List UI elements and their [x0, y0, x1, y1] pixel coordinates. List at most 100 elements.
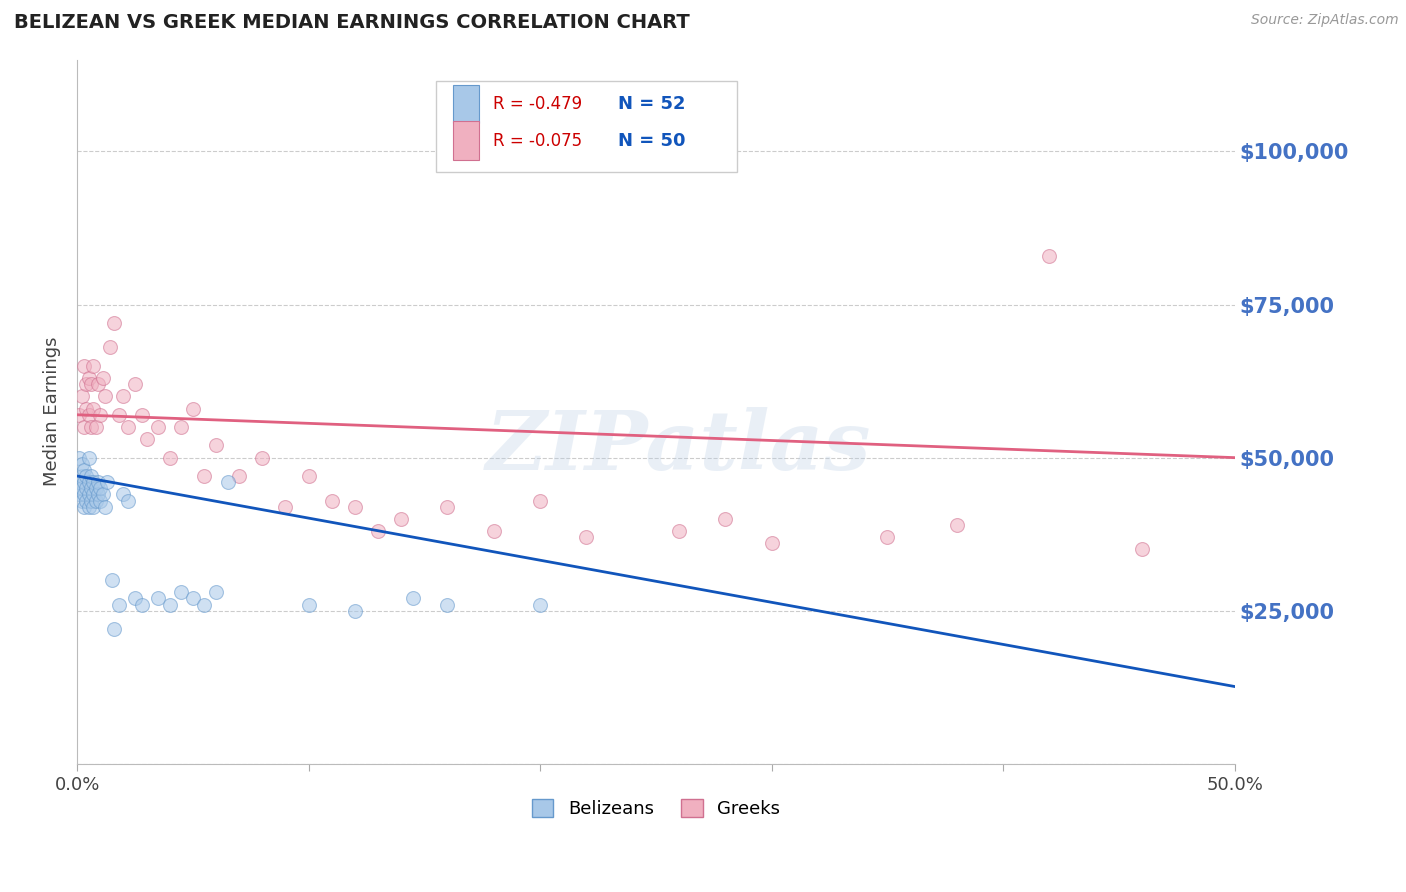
Point [117, 420, 139, 434]
Point [205, 585, 228, 599]
Point [75, 469, 97, 483]
Point [124, 591, 146, 606]
Text: R = -0.479: R = -0.479 [492, 95, 582, 113]
Point [146, 591, 169, 606]
Point [82, 475, 104, 490]
Point [67, 408, 90, 422]
Point [82, 500, 104, 514]
Point [73, 463, 96, 477]
Point [77, 487, 100, 501]
Point [181, 591, 204, 606]
Point [876, 530, 898, 544]
Text: ZIPatlas: ZIPatlas [486, 407, 872, 487]
Point [761, 536, 783, 550]
Point [117, 493, 139, 508]
Point [96, 475, 118, 490]
Point [1130, 542, 1153, 557]
Point [82, 487, 104, 501]
FancyBboxPatch shape [436, 81, 737, 172]
Point [84, 481, 107, 495]
Point [82, 359, 104, 373]
Point [402, 591, 425, 606]
Point [343, 500, 366, 514]
Point [77, 450, 100, 465]
Point [170, 585, 193, 599]
Point [436, 598, 458, 612]
Point [91, 487, 114, 501]
Text: N = 50: N = 50 [617, 132, 685, 150]
Point [159, 598, 181, 612]
Point [205, 438, 228, 452]
Point [668, 524, 690, 538]
Point [217, 475, 239, 490]
Point [103, 316, 125, 330]
Point [77, 500, 100, 514]
Point [529, 493, 551, 508]
Point [98, 340, 121, 354]
Point [75, 377, 97, 392]
Point [436, 500, 458, 514]
Point [77, 475, 100, 490]
Point [67, 487, 90, 501]
Point [73, 487, 96, 501]
Point [89, 493, 111, 508]
Point [946, 518, 969, 533]
Point [170, 420, 193, 434]
Point [75, 493, 97, 508]
Point [482, 524, 505, 538]
Point [73, 359, 96, 373]
Point [87, 487, 110, 501]
Point [75, 401, 97, 416]
Point [94, 500, 117, 514]
Point [84, 493, 107, 508]
Point [252, 450, 274, 465]
Point [112, 389, 135, 403]
Text: N = 52: N = 52 [617, 95, 685, 113]
Point [274, 500, 297, 514]
Point [87, 475, 110, 490]
Text: Source: ZipAtlas.com: Source: ZipAtlas.com [1251, 13, 1399, 28]
Point [80, 493, 103, 508]
Point [181, 401, 204, 416]
Point [101, 573, 124, 587]
Y-axis label: Median Earnings: Median Earnings [44, 337, 60, 486]
Point [159, 450, 181, 465]
Legend: Belizeans, Greeks: Belizeans, Greeks [524, 791, 787, 825]
Point [94, 389, 117, 403]
Point [70, 469, 93, 483]
FancyBboxPatch shape [453, 121, 478, 160]
Point [529, 598, 551, 612]
Point [131, 408, 153, 422]
Point [73, 500, 96, 514]
Point [1038, 248, 1060, 262]
Point [89, 408, 111, 422]
Point [89, 481, 111, 495]
Point [67, 475, 90, 490]
Point [70, 481, 93, 495]
Point [103, 622, 125, 636]
Point [84, 420, 107, 434]
Point [91, 371, 114, 385]
Point [575, 530, 598, 544]
Point [367, 524, 389, 538]
Point [75, 481, 97, 495]
Text: BELIZEAN VS GREEK MEDIAN EARNINGS CORRELATION CHART: BELIZEAN VS GREEK MEDIAN EARNINGS CORREL… [14, 13, 690, 32]
FancyBboxPatch shape [453, 85, 478, 123]
Point [80, 377, 103, 392]
Point [70, 457, 93, 471]
Point [343, 604, 366, 618]
Point [389, 512, 412, 526]
Point [77, 408, 100, 422]
Point [107, 598, 129, 612]
Point [131, 598, 153, 612]
Point [70, 389, 93, 403]
Point [107, 408, 129, 422]
Point [112, 487, 135, 501]
Point [297, 469, 319, 483]
Point [135, 432, 157, 446]
Point [80, 481, 103, 495]
Point [82, 401, 104, 416]
Point [297, 598, 319, 612]
Point [124, 377, 146, 392]
Point [193, 469, 215, 483]
